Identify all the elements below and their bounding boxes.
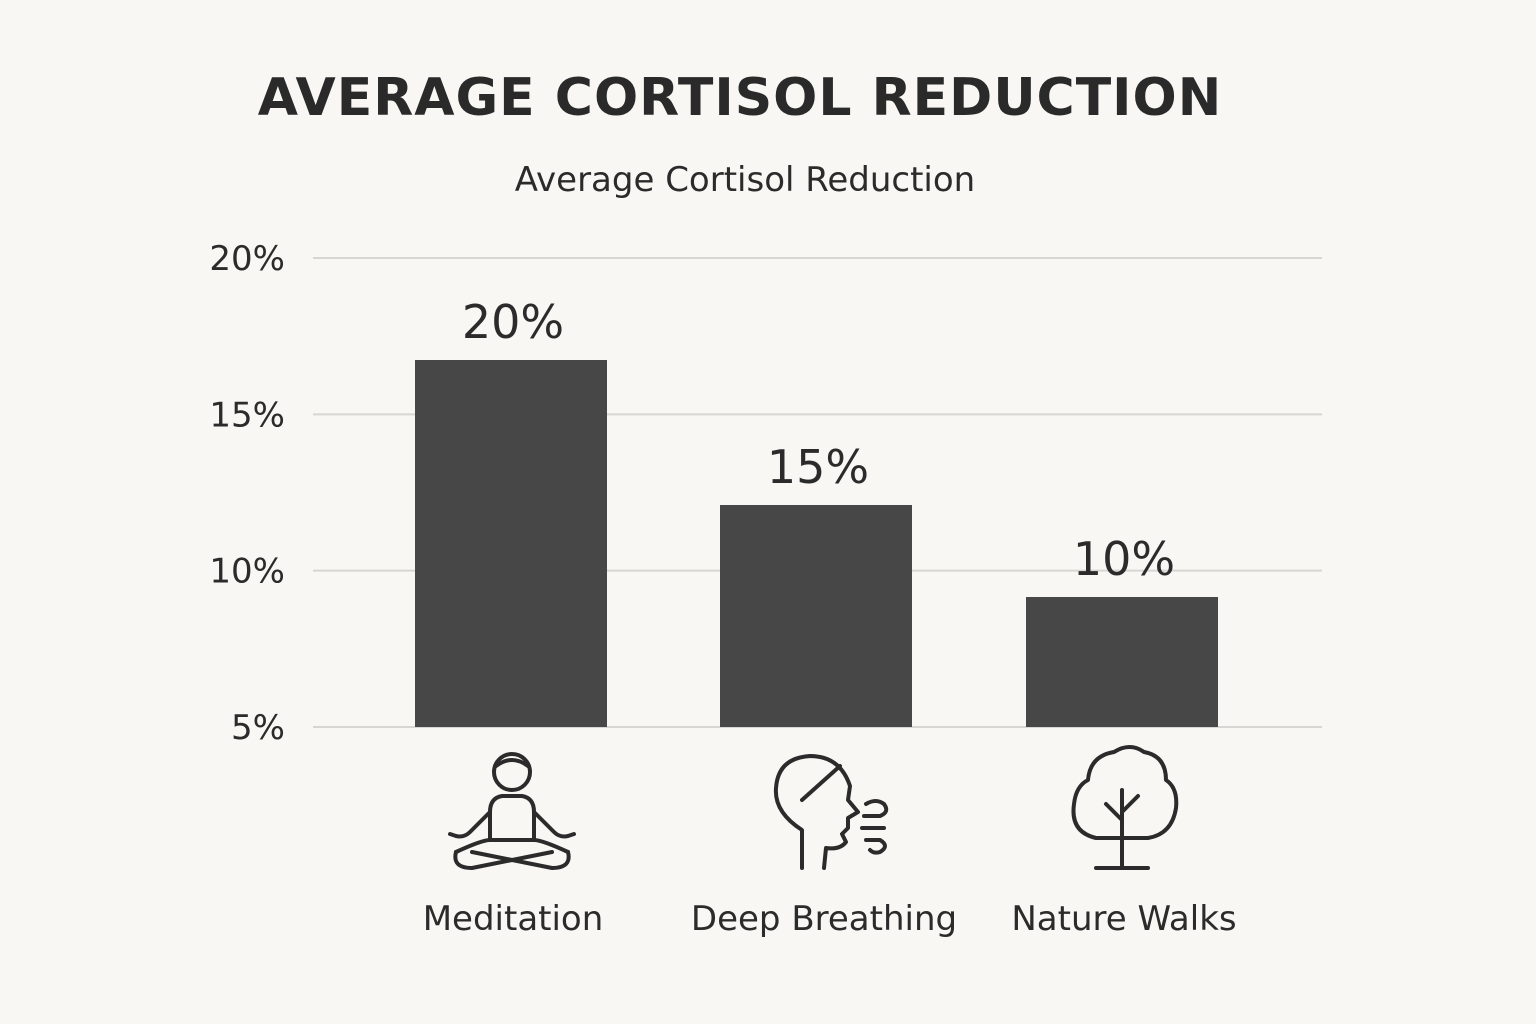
y-axis-ticks: 5% 10% 15% 20% <box>209 239 285 748</box>
category-label: Deep Breathing <box>691 899 957 939</box>
category-label: Meditation <box>423 899 604 939</box>
y-tick-label: 10% <box>209 552 285 592</box>
category-icons <box>448 745 1179 870</box>
bars <box>415 360 1218 727</box>
meditation-icon <box>448 752 576 870</box>
data-label: 15% <box>767 440 869 494</box>
tree-icon <box>1071 745 1179 870</box>
chart-subtitle: Average Cortisol Reduction <box>514 160 976 200</box>
y-tick-label: 20% <box>209 239 285 279</box>
value-labels: 20% 15% 10% <box>462 295 1175 586</box>
bar-deep-breathing <box>720 505 912 727</box>
bar-nature-walks <box>1026 597 1218 727</box>
category-labels: Meditation Deep Breathing Nature Walks <box>423 899 1237 939</box>
bar-meditation <box>415 360 607 727</box>
category-label: Nature Walks <box>1011 899 1236 939</box>
chart-title: AVERAGE CORTISOL REDUCTION <box>257 68 1223 128</box>
y-tick-label: 15% <box>209 395 285 435</box>
y-tick-label: 5% <box>231 708 285 748</box>
data-label: 20% <box>462 295 564 349</box>
data-label: 10% <box>1073 532 1175 586</box>
breathing-head-icon <box>773 754 889 870</box>
